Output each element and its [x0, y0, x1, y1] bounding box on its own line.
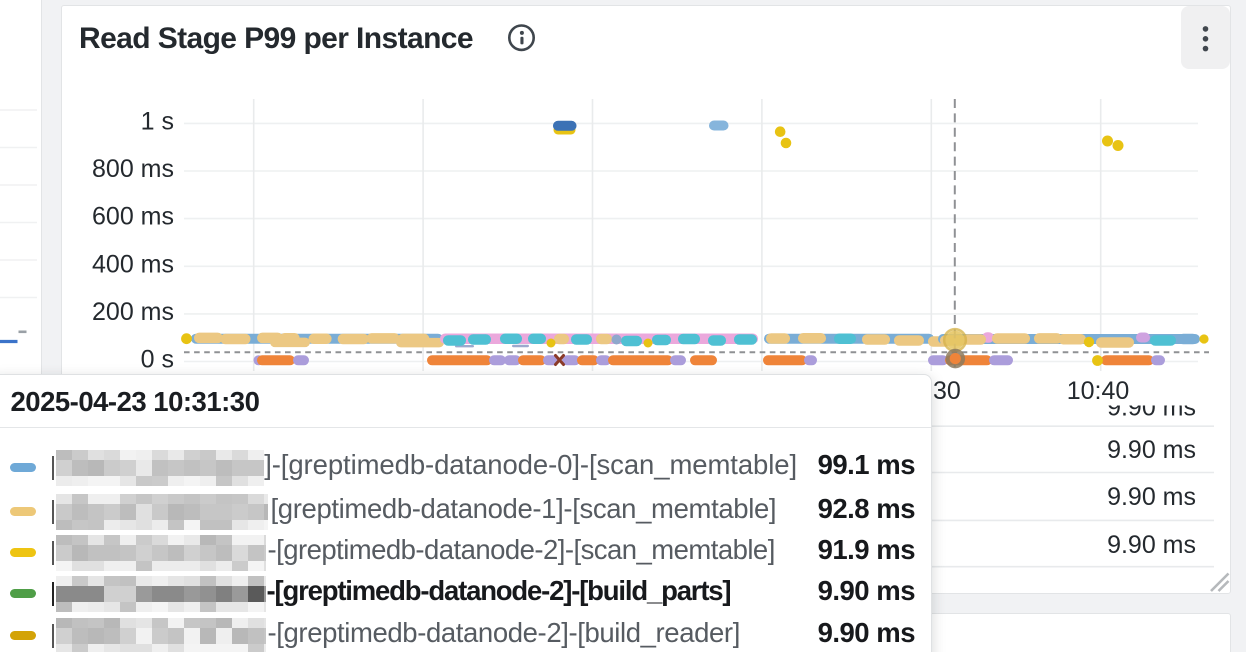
svg-text:400 ms: 400 ms: [92, 250, 174, 278]
svg-text:9.90 ms: 9.90 ms: [1107, 531, 1196, 559]
svg-text:200 ms: 200 ms: [92, 298, 174, 326]
svg-text:600 ms: 600 ms: [92, 203, 174, 231]
svg-text:9.90 ms: 9.90 ms: [1107, 483, 1196, 511]
svg-text:9.90 ms: 9.90 ms: [1107, 436, 1196, 464]
svg-text:1 s: 1 s: [141, 108, 174, 136]
svg-text:800 ms: 800 ms: [92, 155, 174, 183]
svg-text:0 s: 0 s: [141, 346, 174, 374]
svg-text:9.90 ms: 9.90 ms: [1107, 394, 1196, 422]
svg-text:10:40: 10:40: [1067, 377, 1130, 405]
